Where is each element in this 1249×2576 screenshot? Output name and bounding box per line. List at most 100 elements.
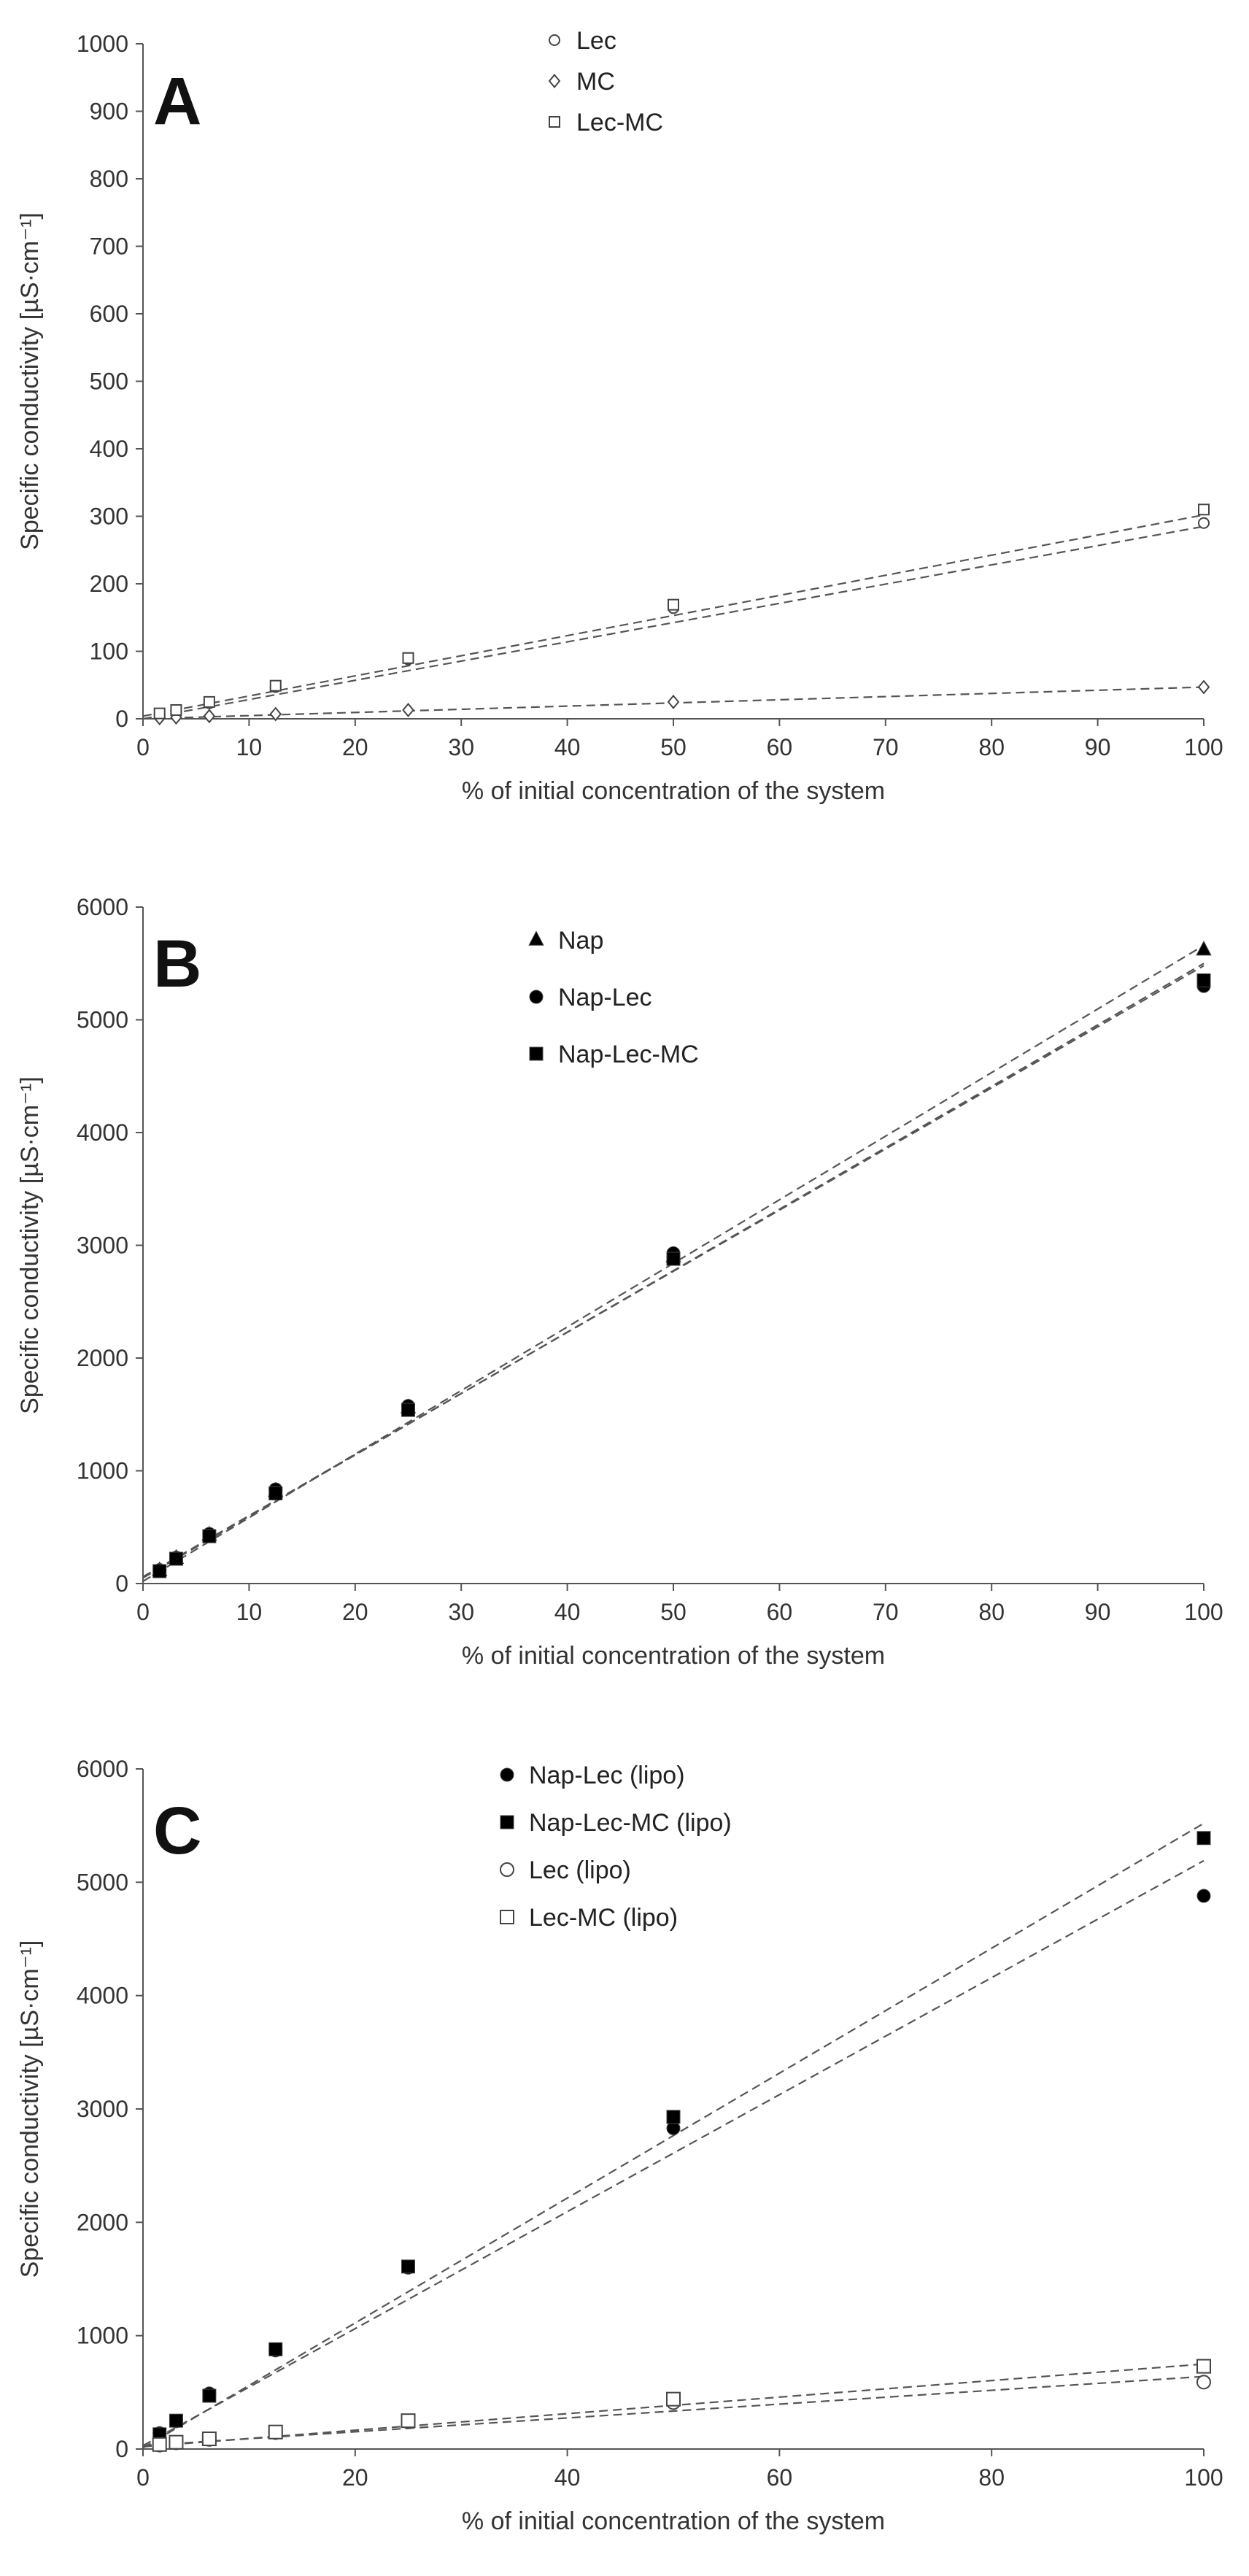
y-tick-label: 4000 <box>77 1119 128 1146</box>
y-tick-label: 6000 <box>77 894 128 920</box>
data-point-nap-lec-mc <box>666 1252 681 1266</box>
x-tick-label: 40 <box>554 1599 581 1625</box>
panel-label: B <box>153 927 201 1001</box>
legend-marker-lec-lipo <box>500 1862 514 1877</box>
x-axis-label: % of initial concentration of the system <box>462 777 885 805</box>
x-tick-label: 0 <box>136 2464 150 2491</box>
y-tick-label: 400 <box>90 436 128 462</box>
legend-marker-nap-lec-mc-lipo <box>500 1815 514 1829</box>
data-point-lec-mc-lipo <box>1196 2359 1211 2374</box>
legend-label-lec-mc: Lec-MC <box>576 109 663 136</box>
x-tick-label: 10 <box>236 734 263 760</box>
legend-label-mc: MC <box>576 68 615 96</box>
y-tick-label: 100 <box>90 639 128 665</box>
data-point-nap-lec-mc <box>401 1403 415 1417</box>
x-tick-label: 90 <box>1085 734 1111 760</box>
x-axis-label: % of initial concentration of the system <box>462 1642 885 1670</box>
y-tick-label: 5000 <box>77 1007 128 1033</box>
legend-label-lec: Lec <box>576 27 616 55</box>
y-tick-label: 1000 <box>77 31 128 57</box>
x-tick-label: 0 <box>136 734 150 760</box>
data-point-mc <box>203 709 216 724</box>
x-tick-label: 60 <box>767 734 793 760</box>
x-tick-label: 0 <box>136 1599 150 1625</box>
legend-label-nap-lec-mc-lipo: Nap-Lec-MC (lipo) <box>529 1809 732 1837</box>
trendline-lec <box>142 525 1204 720</box>
data-point-nap-lec-mc <box>268 1486 283 1500</box>
x-tick-label: 50 <box>660 1599 687 1625</box>
x-tick-label: 20 <box>342 1599 368 1625</box>
x-tick-label: 80 <box>978 1599 1005 1625</box>
data-point-mc <box>1197 679 1210 695</box>
y-tick-label: 300 <box>90 504 128 530</box>
chart-panel-b: 0 1000 2000 3000 4000 5000 6000 0 10 20 30 40 50 60 70… <box>16 894 1223 1670</box>
trendline-nap-lec-mc-lipo <box>142 1822 1204 2449</box>
x-tick-label: 80 <box>978 734 1005 760</box>
legend-marker-nap-lec-mc <box>529 1046 544 1061</box>
data-point-nap-lec-mc <box>152 1564 167 1578</box>
legend-label-nap-lec-mc: Nap-Lec-MC <box>558 1041 699 1068</box>
legend-marker-lec <box>549 34 560 46</box>
data-point-nap-lec-mc <box>202 1529 217 1543</box>
y-axis-label: Specific conductivity [µS·cm⁻¹] <box>16 212 44 550</box>
data-point-lec-mc <box>269 679 282 692</box>
data-point-nap-lec-mc-lipo <box>401 2259 415 2274</box>
legend-label-nap-lec-lipo: Nap-Lec (lipo) <box>529 1762 685 1789</box>
data-point-nap-lec-mc <box>169 1551 183 1566</box>
x-tick-label: 20 <box>342 734 368 760</box>
x-tick-label: 90 <box>1085 1599 1111 1625</box>
y-tick-label: 6000 <box>77 1756 128 1782</box>
x-tick-label: 100 <box>1184 1599 1223 1625</box>
y-tick-label: 0 <box>115 706 128 732</box>
legend-marker-mc <box>548 74 561 88</box>
data-point-lec-mc <box>153 707 166 720</box>
data-point-lec-mc <box>1198 504 1210 516</box>
x-tick-label: 80 <box>978 2464 1005 2491</box>
x-tick-label: 10 <box>236 1599 263 1625</box>
y-tick-label: 2000 <box>77 2209 128 2235</box>
data-point-nap-lec-mc-lipo <box>1196 1831 1211 1846</box>
legend-marker-nap-lec <box>529 990 544 1004</box>
y-tick-label: 600 <box>90 301 128 327</box>
y-axis-label: Specific conductivity [µS·cm⁻¹] <box>16 1940 44 2278</box>
trendline-nap-lec-lipo <box>142 1859 1204 2447</box>
y-tick-label: 3000 <box>77 1233 128 1259</box>
legend-marker-lec-mc <box>549 116 560 128</box>
y-tick-label: 1000 <box>77 1458 128 1484</box>
data-point-lec-mc <box>203 695 215 708</box>
y-tick-label: 800 <box>90 166 128 192</box>
y-tick-label: 5000 <box>77 1869 128 1895</box>
x-tick-label: 60 <box>767 1599 793 1625</box>
data-point-lec-mc-lipo <box>666 2391 681 2407</box>
y-tick-label: 200 <box>90 571 128 597</box>
legend-marker-nap-lec-lipo <box>500 1767 514 1782</box>
x-tick-label: 60 <box>767 2464 793 2491</box>
chart-panel-c: 0 1000 2000 3000 4000 5000 6000 0 20 40 60 80 100 % o… <box>16 1756 1223 2535</box>
trendline-lec-mc <box>142 514 1204 717</box>
x-tick-label: 30 <box>448 1599 474 1625</box>
panel-label: C <box>153 1794 201 1868</box>
data-point-lec-mc <box>402 652 414 664</box>
data-point-lec-mc-lipo <box>152 2437 167 2452</box>
legend-label-lec-mc-lipo: Lec-MC (lipo) <box>529 1904 678 1932</box>
chart-panel-a: 0 100 200 300 400 500 600 700 800 900 1000 0 10 20 30 4… <box>16 27 1223 805</box>
x-tick-label: 20 <box>342 2464 368 2491</box>
data-point-nap-lec-mc-lipo <box>202 2388 217 2403</box>
x-tick-label: 70 <box>873 734 899 760</box>
x-tick-label: 40 <box>554 2464 581 2491</box>
data-point-mc <box>402 703 414 717</box>
data-point-nap-lec-mc-lipo <box>268 2342 283 2356</box>
data-point-lec-mc-lipo <box>268 2424 283 2440</box>
data-point-nap <box>1196 940 1212 956</box>
data-point-lec-mc-lipo <box>401 2413 416 2429</box>
y-tick-label: 0 <box>115 2436 128 2462</box>
trendline-nap-lec-mc <box>142 963 1204 1579</box>
y-tick-label: 900 <box>90 99 128 125</box>
x-axis-label: % of initial concentration of the system <box>462 2507 885 2535</box>
legend-label-nap-lec: Nap-Lec <box>558 984 652 1011</box>
data-point-lec-mc-lipo <box>169 2434 184 2450</box>
trendline-lec-lipo <box>142 2375 1204 2447</box>
y-axis-label: Specific conductivity [µS·cm⁻¹] <box>16 1076 44 1414</box>
y-tick-label: 500 <box>90 369 128 395</box>
data-point-mc <box>667 694 680 709</box>
